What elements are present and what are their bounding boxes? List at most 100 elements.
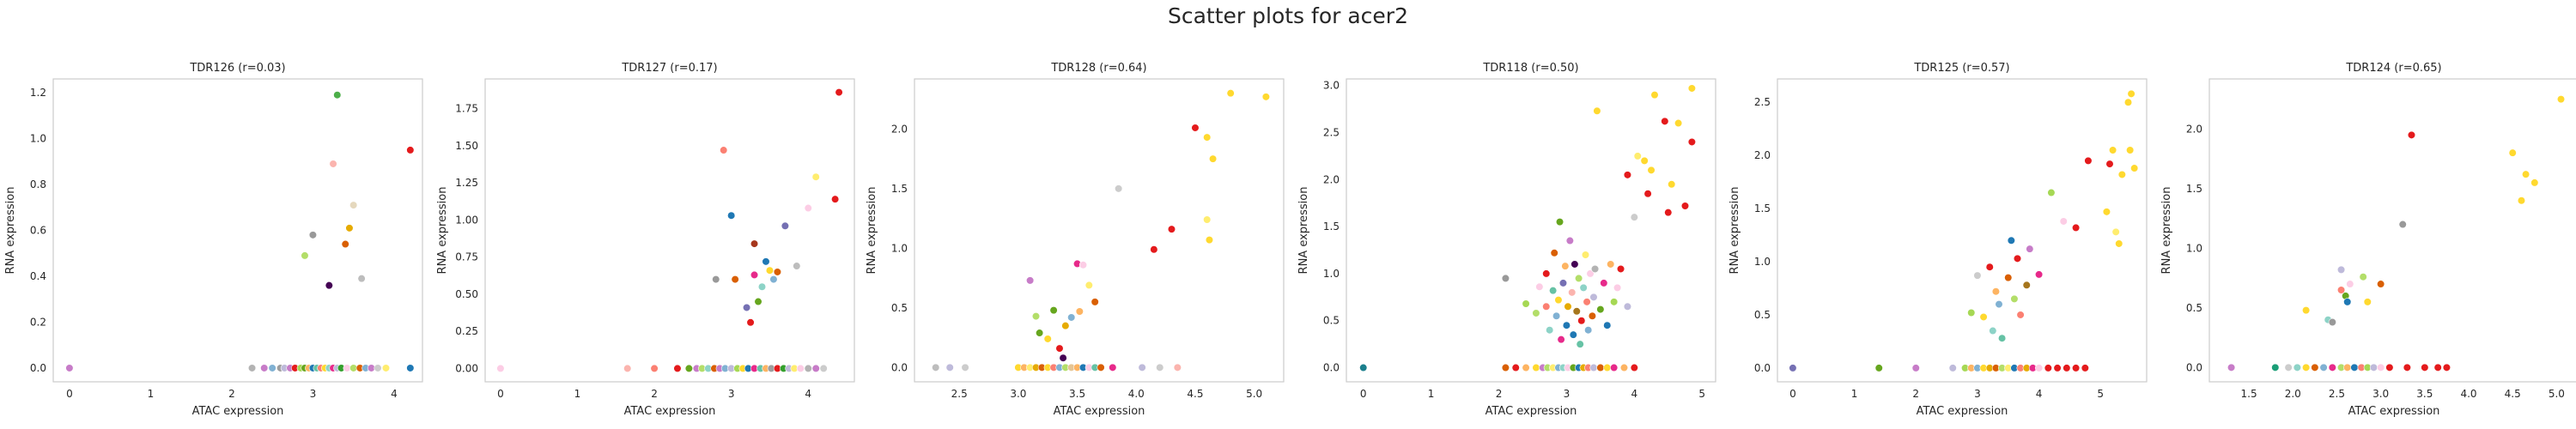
data-point — [831, 195, 840, 203]
data-point — [1167, 225, 1176, 233]
data-point — [1501, 363, 1510, 372]
data-point — [650, 364, 659, 373]
data-point — [1633, 152, 1642, 160]
data-point — [1643, 190, 1652, 198]
data-point — [2081, 364, 2089, 372]
data-point — [2108, 146, 2117, 154]
data-point — [773, 268, 782, 276]
data-point — [1075, 307, 1084, 316]
x-tick-label: 4 — [1631, 388, 1638, 400]
y-tick-label: 0.4 — [30, 270, 46, 282]
x-tick-label: 4 — [2036, 388, 2043, 400]
data-point — [1115, 184, 1123, 193]
data-point — [1576, 340, 1584, 348]
data-point — [1610, 298, 1619, 306]
x-axis-label: ATAC expression — [2348, 405, 2440, 418]
y-tick-label: 0.5 — [2186, 302, 2202, 314]
data-point — [1109, 363, 1117, 372]
data-point — [1191, 124, 1200, 132]
data-point — [1995, 299, 2003, 309]
y-tick-label: 2.0 — [2186, 123, 2202, 135]
data-point — [1562, 321, 1571, 329]
y-axis-label: RNA expression — [4, 187, 17, 275]
data-point — [1061, 322, 1070, 330]
data-point — [2007, 236, 2015, 245]
x-tick-label: 4.0 — [2460, 388, 2476, 400]
data-point — [1261, 93, 1270, 101]
x-tick-label: 4.5 — [2505, 388, 2521, 400]
data-point — [1550, 249, 1558, 257]
data-point — [765, 266, 775, 275]
data-point — [1542, 302, 1551, 311]
data-point — [1203, 133, 1212, 142]
data-point — [1911, 364, 1920, 372]
x-axis-label: ATAC expression — [1917, 405, 2008, 418]
y-tick-label: 0.2 — [30, 316, 46, 328]
y-tick-label: 1.2 — [30, 87, 46, 99]
data-point — [762, 257, 770, 266]
x-tick-label: 4.5 — [1187, 388, 1203, 400]
data-point — [2359, 273, 2367, 281]
data-point — [1607, 260, 1615, 269]
data-point — [2385, 363, 2394, 372]
data-point — [1973, 271, 1982, 280]
data-point — [2328, 363, 2336, 372]
data-point — [1593, 106, 1601, 115]
y-tick-label: 0.50 — [455, 288, 478, 300]
y-axis-label: RNA expression — [1728, 187, 1741, 275]
data-point — [1579, 283, 1588, 292]
data-point — [1600, 279, 1608, 287]
data-point — [65, 364, 74, 372]
y-tick-label: 0.0 — [891, 361, 908, 373]
data-point — [1055, 344, 1064, 353]
x-tick-label: 2.5 — [2329, 388, 2345, 400]
data-point — [1511, 363, 1520, 372]
x-tick-label: 3 — [1974, 388, 1981, 400]
data-point — [2071, 364, 2081, 372]
data-point — [2407, 130, 2416, 139]
data-point — [1588, 311, 1597, 320]
data-point — [1586, 269, 1595, 278]
y-axis-label: RNA expression — [866, 187, 878, 275]
plot-frame — [1777, 78, 2148, 383]
data-point — [2377, 280, 2385, 288]
data-point — [731, 275, 739, 284]
figure-suptitle: Scatter plots for acer2 — [1168, 3, 1408, 28]
data-point — [1997, 334, 2007, 342]
data-point — [1575, 274, 1583, 283]
y-axis-label: RNA expression — [436, 187, 449, 275]
data-point — [247, 364, 257, 372]
data-point — [961, 363, 969, 372]
data-point — [1532, 309, 1540, 317]
y-tick-label: 1.5 — [1323, 221, 1340, 233]
y-tick-label: 0.6 — [30, 225, 46, 237]
y-tick-label: 1.0 — [2186, 242, 2202, 254]
y-tick-label: 2.0 — [1323, 173, 1340, 185]
y-tick-label: 0.75 — [455, 251, 478, 263]
data-point — [2130, 164, 2139, 172]
data-point — [1661, 117, 1669, 125]
data-point — [1555, 218, 1564, 227]
y-tick-label: 1.5 — [2186, 183, 2202, 195]
subplot-title: TDR124 (r=0.65) — [2345, 62, 2441, 75]
x-tick-label: 0 — [1789, 388, 1796, 400]
y-axis-label: RNA expression — [1297, 187, 1310, 275]
x-tick-label: 4 — [391, 388, 398, 400]
data-point — [1948, 364, 1957, 372]
x-axis-label: ATAC expression — [192, 405, 284, 418]
x-tick-label: 2 — [1496, 388, 1503, 400]
data-point — [1687, 84, 1696, 93]
data-point — [2311, 363, 2319, 372]
y-tick-label: 2.5 — [1754, 96, 1771, 108]
data-point — [2328, 317, 2336, 327]
data-point — [1549, 287, 1558, 295]
data-point — [2016, 311, 2025, 319]
data-point — [811, 364, 820, 373]
data-point — [2063, 364, 2071, 372]
x-tick-label: 1 — [1428, 388, 1435, 400]
data-point — [673, 364, 682, 373]
data-point — [1522, 363, 1530, 372]
y-tick-label: 2.5 — [1323, 126, 1340, 138]
data-point — [2115, 239, 2123, 248]
